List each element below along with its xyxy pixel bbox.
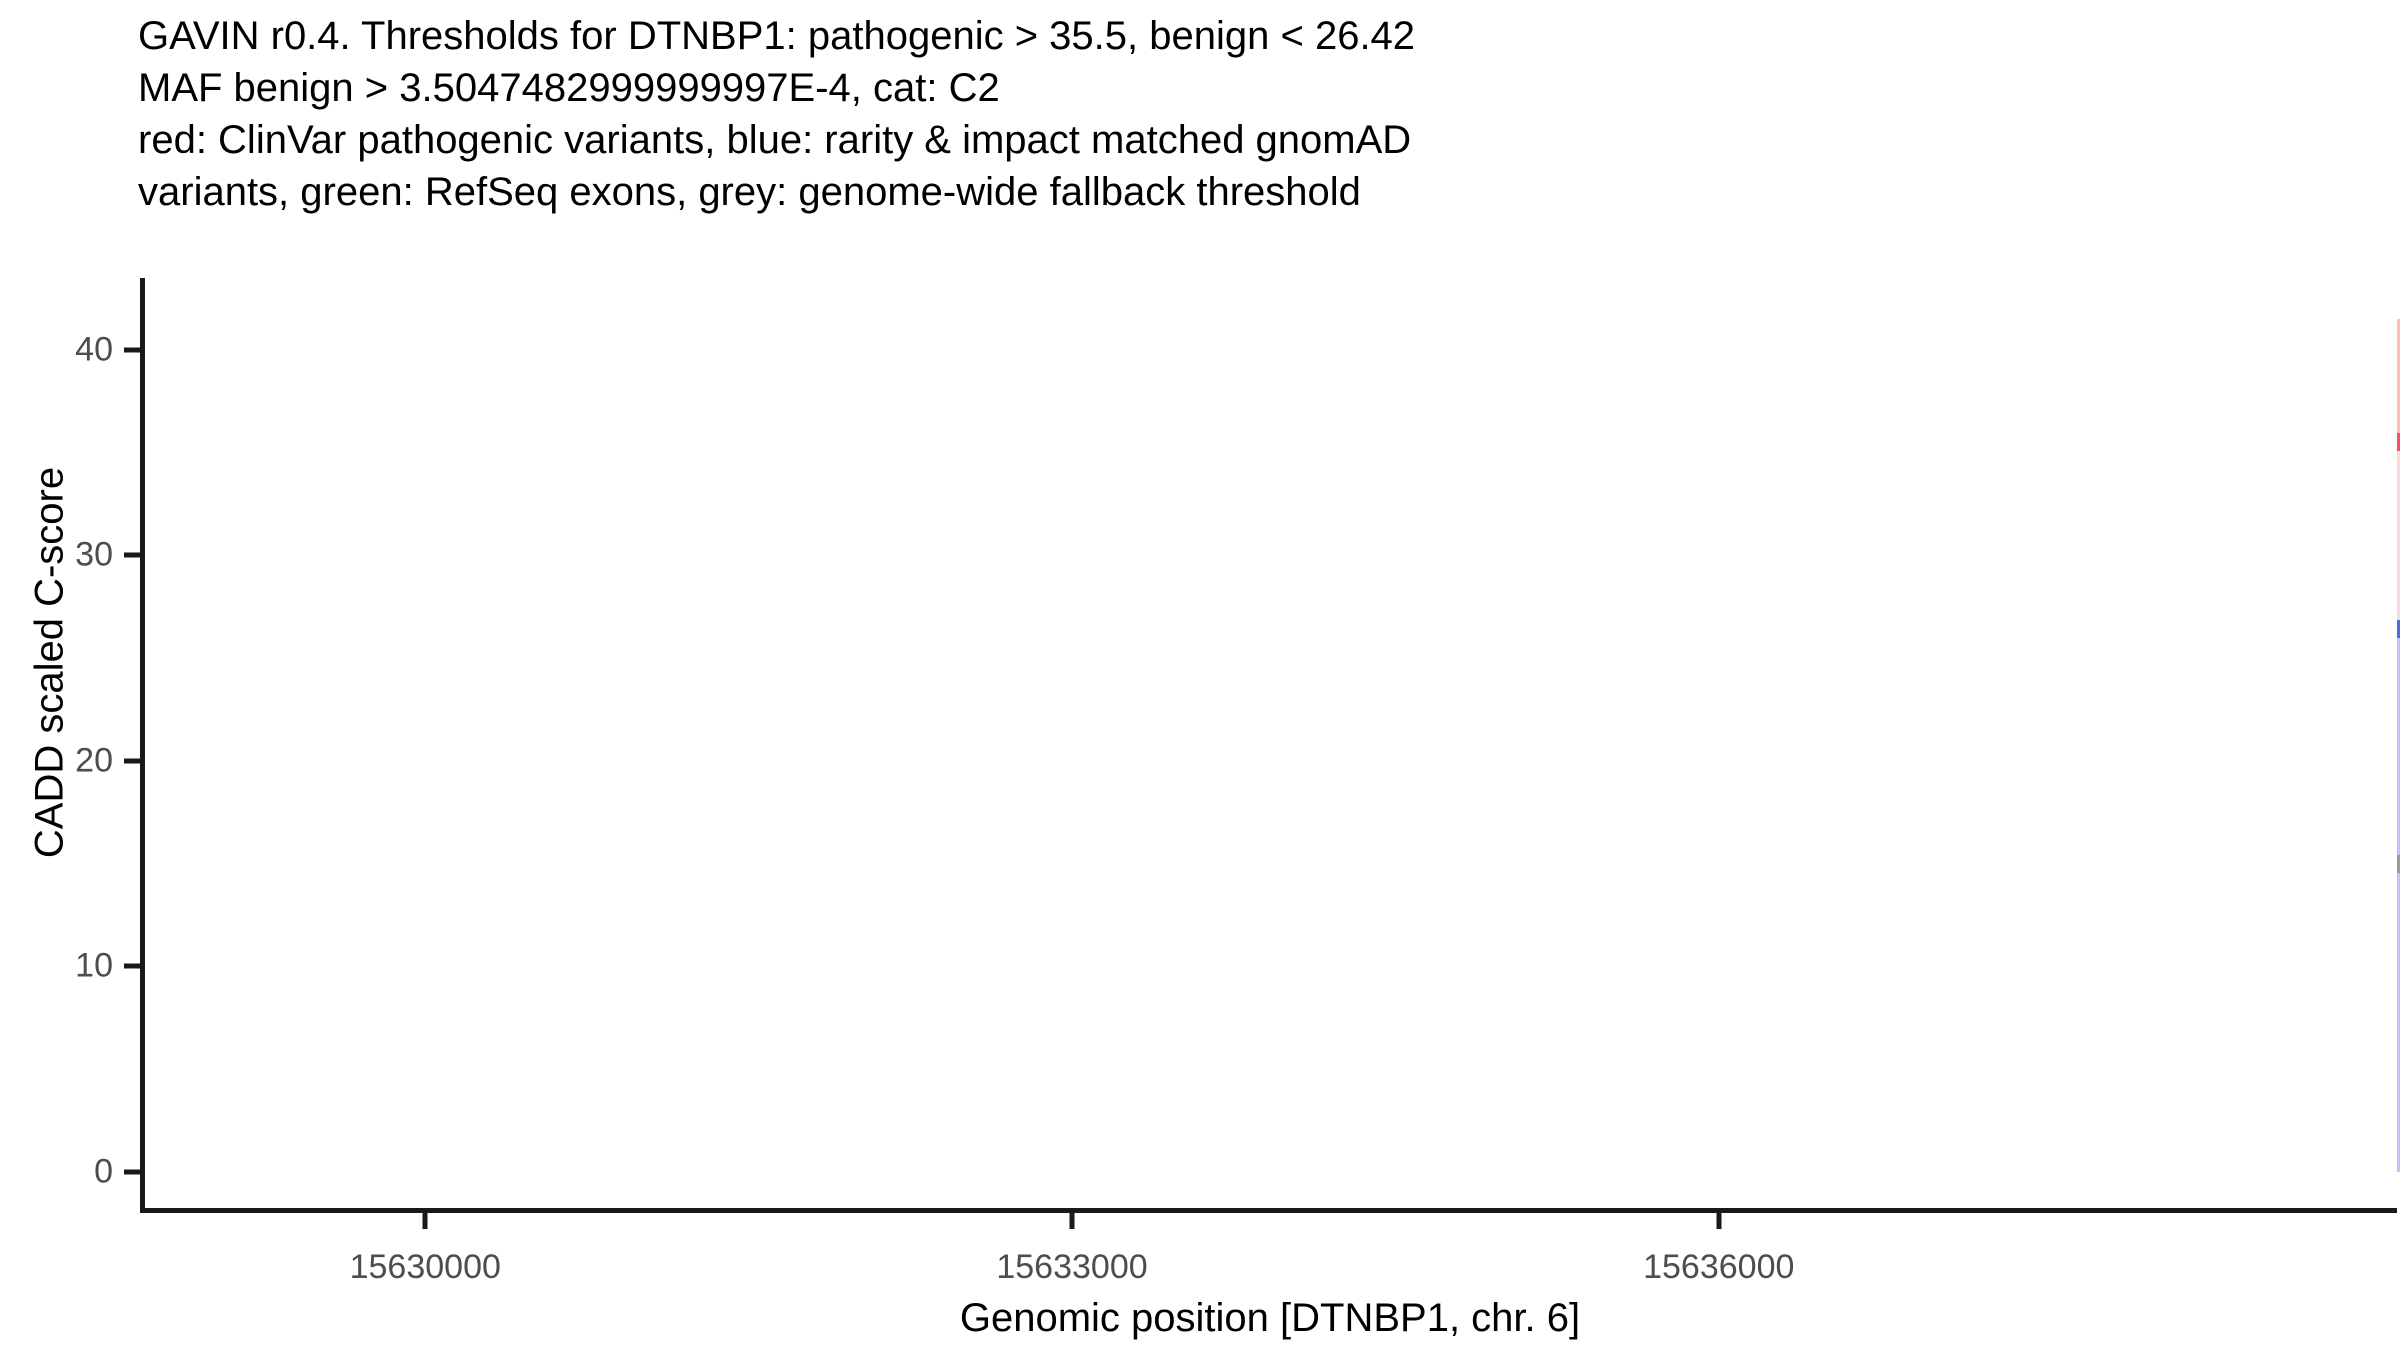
x-tick-mark bbox=[1716, 1213, 1722, 1229]
y-tick-label: 0 bbox=[94, 1152, 113, 1191]
panel-frame bbox=[140, 278, 2397, 1213]
x-tick-label: 15633000 bbox=[996, 1248, 1148, 1286]
x-axis-title: Genomic position [DTNBP1, chr. 6] bbox=[959, 1296, 1581, 1340]
y-tick-label: 20 bbox=[75, 741, 113, 780]
y-tick-mark bbox=[124, 552, 140, 558]
y-axis-title: CADD scaled C-score bbox=[27, 466, 72, 859]
title-line-2: MAF benign > 3.5047482999999997E-4, cat:… bbox=[138, 66, 1000, 110]
y-tick-mark bbox=[124, 347, 140, 353]
y-tick-label: 30 bbox=[75, 535, 113, 574]
y-tick-mark bbox=[124, 1169, 140, 1175]
y-tick-label: 10 bbox=[75, 946, 113, 985]
y-tick-mark bbox=[124, 758, 140, 764]
chart-title-block: GAVIN r0.4. Thresholds for DTNBP1: patho… bbox=[138, 10, 2238, 218]
y-tick-mark bbox=[124, 963, 140, 969]
title-line-4: variants, green: RefSeq exons, grey: gen… bbox=[138, 170, 1361, 214]
y-tick-label: 40 bbox=[75, 330, 113, 369]
x-tick-label: 15630000 bbox=[349, 1248, 501, 1286]
title-line-3: red: ClinVar pathogenic variants, blue: … bbox=[138, 118, 1412, 162]
title-line-1: GAVIN r0.4. Thresholds for DTNBP1: patho… bbox=[138, 14, 1416, 58]
x-tick-label: 15636000 bbox=[1643, 1248, 1795, 1286]
x-tick-mark bbox=[422, 1213, 428, 1229]
x-tick-mark bbox=[1069, 1213, 1075, 1229]
